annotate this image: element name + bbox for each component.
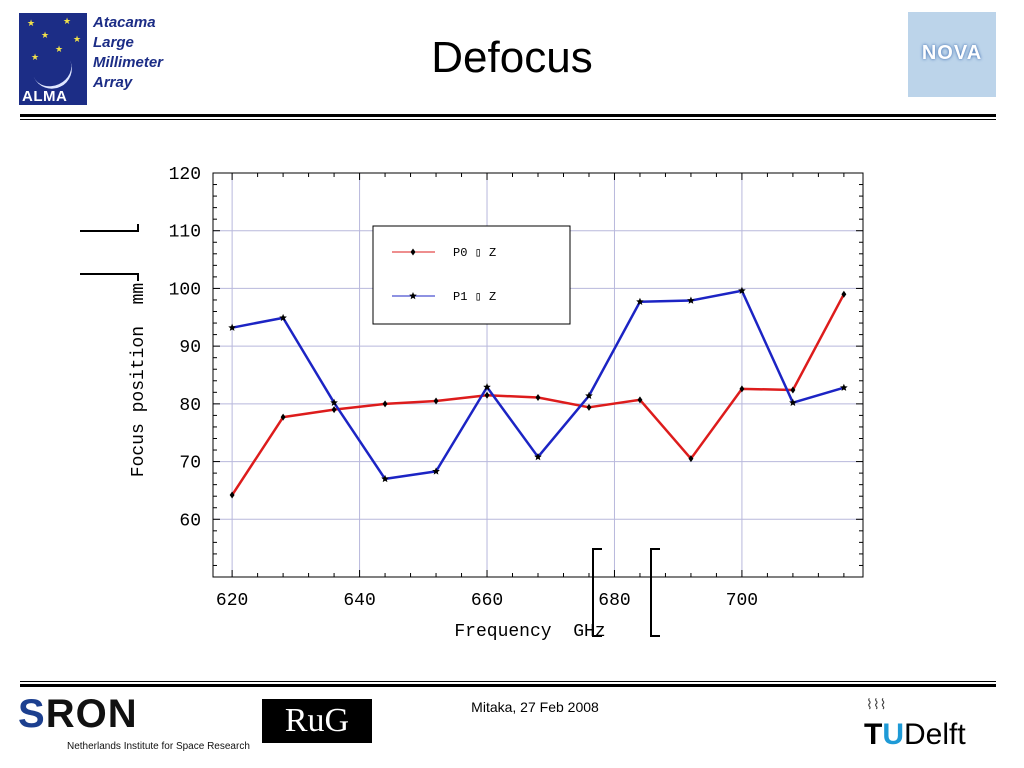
data-point — [535, 394, 541, 402]
slide-title: Defocus — [431, 33, 593, 82]
data-point — [637, 396, 643, 404]
chart-grid — [213, 173, 863, 577]
data-point — [790, 386, 796, 394]
y-tick-label: 70 — [179, 454, 201, 474]
bracket-decoration — [80, 273, 139, 281]
alma-name-line: Atacama — [93, 14, 156, 31]
footer-rule-thick — [20, 684, 996, 687]
data-point — [228, 323, 236, 331]
x-tick-label: 700 — [726, 591, 758, 611]
tud-flame-icon: ⌇⌇⌇ — [866, 696, 887, 712]
x-tick-label: 660 — [471, 591, 503, 611]
legend-marker — [410, 248, 416, 256]
data-point — [331, 406, 337, 414]
rug-logo: RuG — [262, 699, 372, 743]
y-tick-label: 110 — [169, 223, 201, 243]
nova-logo-text: NOVA — [921, 42, 983, 64]
data-point — [586, 403, 592, 411]
alma-name-line: Millimeter — [93, 54, 164, 71]
alma-name: Atacama Large Millimeter Array — [93, 13, 163, 93]
alma-name-line: Array — [93, 74, 133, 91]
data-point — [279, 313, 287, 322]
y-tick-label: 80 — [179, 396, 201, 416]
data-point — [739, 385, 745, 393]
footer-rule-thin — [20, 681, 996, 682]
data-point — [841, 290, 847, 298]
data-point — [789, 398, 797, 406]
x-tick-label: 640 — [343, 591, 375, 611]
data-point — [280, 413, 286, 421]
data-point — [840, 383, 848, 391]
alma-name-line: Large — [93, 34, 134, 51]
x-tick-label: 620 — [216, 591, 248, 611]
data-point — [738, 286, 746, 294]
data-point — [687, 296, 695, 304]
sron-logo-s: S — [18, 692, 46, 736]
bracket-decoration — [80, 224, 139, 232]
data-point — [381, 474, 389, 483]
data-point — [688, 455, 694, 463]
legend-box — [372, 225, 571, 325]
axis-ticks: 620 640 660 680 700 60 70 80 90 100 110 120 — [169, 165, 863, 611]
legend-label: P1 ▯ Z — [453, 290, 496, 304]
alma-logo-text: ALMA — [22, 88, 68, 105]
y-tick-label: 120 — [169, 165, 201, 185]
data-point — [432, 467, 440, 475]
data-point — [636, 297, 644, 305]
sron-logo: SRON — [18, 694, 138, 734]
data-point — [483, 383, 491, 391]
chart-series — [228, 286, 848, 499]
sron-subtitle: Netherlands Institute for Space Research — [67, 741, 250, 752]
x-tick-label: 680 — [598, 591, 630, 611]
header-rule-thick — [20, 114, 996, 117]
data-point — [433, 397, 439, 405]
y-tick-label: 60 — [179, 511, 201, 531]
data-point — [382, 400, 388, 408]
data-point — [229, 491, 235, 499]
nova-logo: NOVA — [908, 12, 996, 97]
footer-date: Mitaka, 27 Feb 2008 — [471, 699, 599, 715]
data-point — [330, 398, 338, 406]
bracket-decoration — [650, 548, 660, 637]
tudelft-logo: TUDelft — [864, 718, 966, 752]
x-axis-label: Frequency GHz — [454, 622, 605, 642]
y-tick-label: 100 — [169, 280, 201, 300]
y-axis-label: Focus position mm — [129, 283, 149, 477]
data-point — [585, 391, 593, 400]
legend-label: P0 ▯ Z — [453, 246, 496, 260]
legend: P0 ▯ Z P1 ▯ Z — [392, 246, 496, 304]
data-point — [484, 391, 490, 399]
tud-logo-t: T — [864, 718, 883, 751]
data-point — [534, 452, 542, 461]
sron-logo-rest: RON — [45, 692, 138, 736]
alma-logo: ★ ★ ★ ★ ★ ★ ALMA — [19, 13, 87, 105]
legend-marker — [409, 292, 417, 300]
bracket-decoration — [592, 548, 602, 637]
header-rule-thin — [20, 119, 996, 120]
tud-logo-u: U — [882, 718, 904, 751]
tud-logo-delft: Delft — [904, 718, 966, 751]
y-tick-label: 90 — [179, 338, 201, 358]
